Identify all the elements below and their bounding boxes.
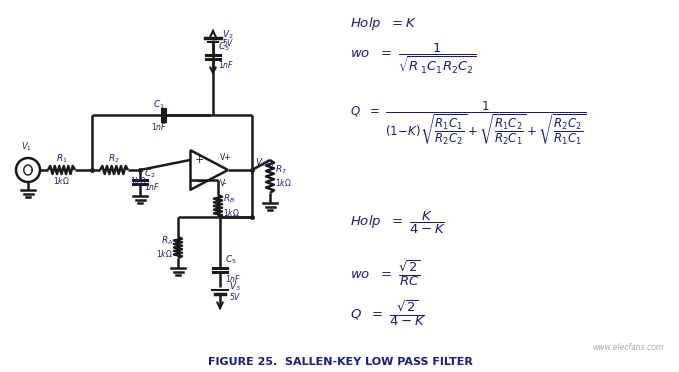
Text: $C_5$: $C_5$ (225, 254, 237, 266)
Text: $R_1$: $R_1$ (56, 153, 67, 165)
Text: V+: V+ (220, 153, 232, 161)
Text: $1k\Omega$: $1k\Omega$ (53, 176, 70, 186)
Text: $1k\Omega$: $1k\Omega$ (223, 206, 240, 218)
Text: $5V$: $5V$ (222, 38, 234, 48)
Text: $V_2$: $V_2$ (222, 29, 234, 41)
Text: $\mathit{wo}\ \ = \ \dfrac{1}{\sqrt{R_{\ 1}C_{1}R_2C_2}}$: $\mathit{wo}\ \ = \ \dfrac{1}{\sqrt{R_{\… (350, 42, 477, 76)
Text: $Q\ \ = \ \dfrac{\sqrt{2}}{4-K}$: $Q\ \ = \ \dfrac{\sqrt{2}}{4-K}$ (350, 298, 426, 328)
Text: $Q\ \ = \ \dfrac{1}{(1\!-\!K)\sqrt{\dfrac{R_1C_1}{R_2C_2}}+\sqrt{\dfrac{R_1C_2}{: $Q\ \ = \ \dfrac{1}{(1\!-\!K)\sqrt{\dfra… (350, 100, 586, 147)
Text: $R_B$: $R_B$ (223, 193, 235, 205)
Text: FIGURE 25.  SALLEN-KEY LOW PASS FILTER: FIGURE 25. SALLEN-KEY LOW PASS FILTER (208, 357, 473, 367)
Text: $C_1$: $C_1$ (153, 99, 165, 111)
Text: $5V$: $5V$ (229, 291, 242, 301)
Text: $\mathit{Holp}\ \ = \ \dfrac{K}{4-K}$: $\mathit{Holp}\ \ = \ \dfrac{K}{4-K}$ (350, 210, 445, 236)
Text: www.elecfans.com: www.elecfans.com (592, 343, 663, 353)
Text: $R_2$: $R_2$ (108, 153, 120, 165)
Text: $1nF$: $1nF$ (144, 182, 160, 192)
Text: $C_2$: $C_2$ (144, 168, 155, 180)
Text: $1k\Omega$: $1k\Omega$ (156, 248, 173, 259)
Text: $V_1$: $V_1$ (20, 141, 31, 153)
Text: $V_{OUT}$: $V_{OUT}$ (255, 157, 277, 169)
Text: V-: V- (220, 180, 227, 189)
Text: $R_A$: $R_A$ (161, 234, 173, 247)
Text: $R_7$: $R_7$ (275, 163, 287, 176)
Text: $V_3$: $V_3$ (229, 281, 240, 293)
Text: +: + (195, 155, 204, 165)
Text: $1nF$: $1nF$ (151, 121, 167, 131)
Text: $C_5$: $C_5$ (218, 41, 230, 53)
Text: $\mathit{Holp}\ \ = K$: $\mathit{Holp}\ \ = K$ (350, 15, 417, 32)
Text: $1k\Omega$: $1k\Omega$ (130, 176, 147, 186)
Text: $\mathit{wo}\ \ = \ \dfrac{\sqrt{2}}{RC}$: $\mathit{wo}\ \ = \ \dfrac{\sqrt{2}}{RC}… (350, 258, 420, 288)
Text: $1k\Omega$: $1k\Omega$ (275, 177, 292, 188)
Text: $-$: $-$ (195, 174, 206, 187)
Text: $1nF$: $1nF$ (218, 60, 234, 71)
Text: $1nF$: $1nF$ (225, 273, 241, 283)
